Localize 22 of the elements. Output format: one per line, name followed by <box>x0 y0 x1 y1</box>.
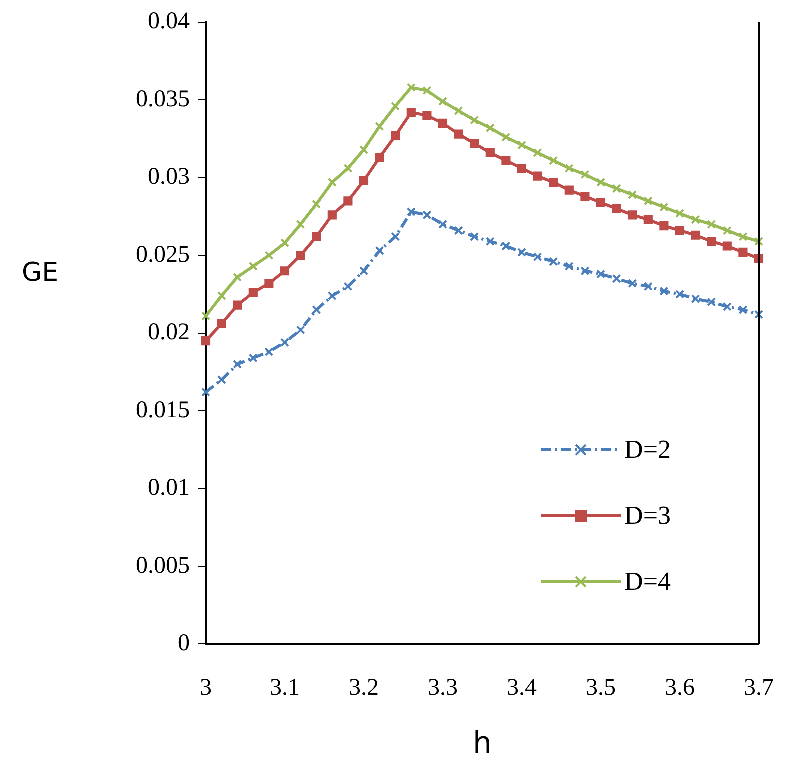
x-tick-label: 3.5 <box>586 674 616 701</box>
x-tick-label: 3.6 <box>665 674 695 701</box>
x-tick-label: 3.3 <box>428 674 458 701</box>
legend-label: D=2 <box>624 435 671 465</box>
x-tick-label: 3.1 <box>270 674 300 701</box>
y-tick-label: 0.02 <box>148 320 190 346</box>
y-tick-label: 0 <box>178 630 190 656</box>
y-axis-title: GE <box>22 258 59 288</box>
y-tick-label: 0.025 <box>136 242 190 268</box>
y-tick-label: 0.005 <box>136 552 190 579</box>
y-tick-label: 0.01 <box>148 475 190 502</box>
x-tick-label: 3.7 <box>744 674 774 701</box>
y-tick-label: 0.04 <box>148 8 190 35</box>
x-axis-title: h <box>472 726 492 761</box>
x-tick-label: 3.4 <box>507 674 537 701</box>
x-tick-label: 3.2 <box>349 674 379 701</box>
y-tick-label: 0.015 <box>136 397 190 424</box>
x-tick-label: 3 <box>200 674 212 701</box>
legend-label: D=3 <box>624 501 671 531</box>
y-tick-label: 0.03 <box>148 164 190 190</box>
legend-label: D=4 <box>624 567 671 597</box>
y-tick-label: 0.035 <box>136 86 190 112</box>
